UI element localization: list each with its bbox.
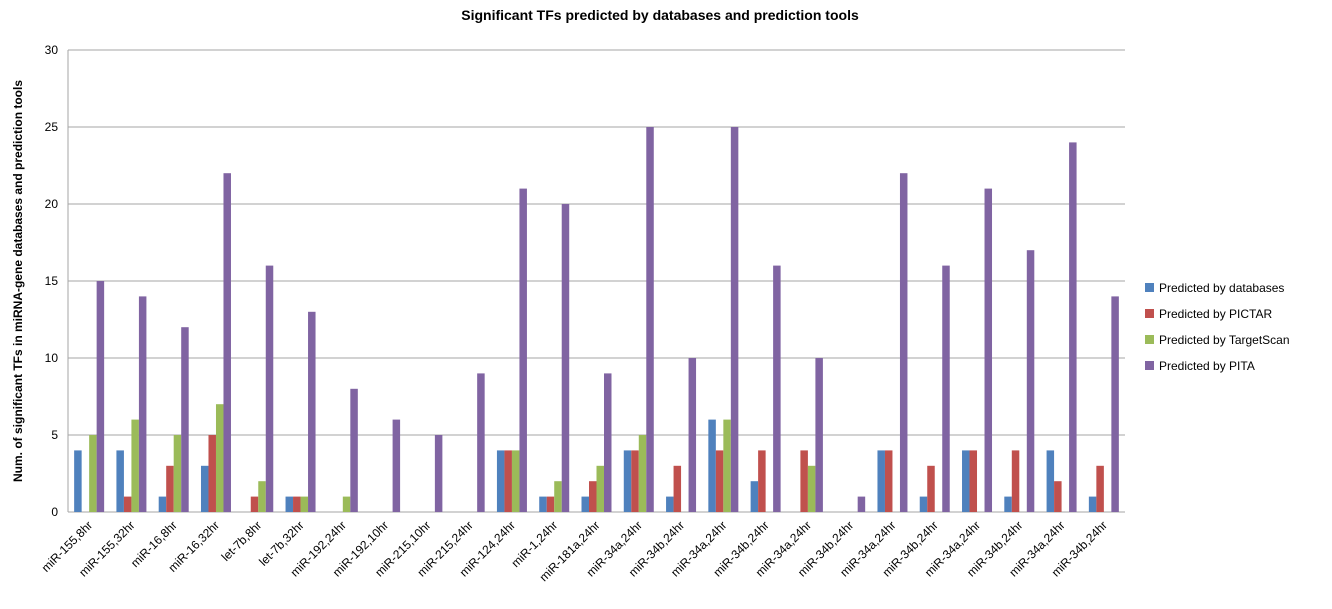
bar: [688, 358, 697, 512]
bar: [350, 388, 358, 512]
bar: [919, 496, 928, 512]
bar: [285, 496, 294, 512]
y-tick-label: 15: [45, 274, 59, 288]
bar: [546, 496, 555, 512]
legend-label: Predicted by PITA: [1159, 359, 1255, 373]
bar: [1046, 450, 1055, 512]
bar: [899, 173, 908, 512]
bar: [1004, 496, 1012, 512]
legend-label: Predicted by databases: [1159, 281, 1284, 295]
bar: [773, 265, 781, 512]
legend-swatch: [1145, 309, 1154, 318]
bar: [927, 465, 935, 512]
bar: [1054, 481, 1062, 512]
legend-label: Predicted by PICTAR: [1159, 307, 1272, 321]
bar: [1011, 450, 1020, 512]
bar: [807, 465, 816, 512]
bar: [173, 435, 182, 512]
bar: [666, 496, 674, 512]
bar: [1069, 142, 1077, 512]
bar: [589, 481, 597, 512]
bar: [215, 404, 224, 512]
bar: [581, 496, 589, 512]
bar: [131, 419, 139, 512]
bar: [123, 496, 132, 512]
y-tick-label: 5: [51, 428, 58, 442]
bar: [265, 265, 274, 512]
bar: [942, 265, 950, 512]
bar: [561, 204, 570, 512]
bar: [166, 465, 174, 512]
bar: [715, 450, 724, 512]
bar: [800, 450, 808, 512]
bar: [758, 450, 766, 512]
bar: [815, 358, 823, 512]
bar: [857, 496, 866, 512]
bar: [1111, 296, 1119, 512]
bar: [623, 450, 632, 512]
bar: [200, 465, 209, 512]
bar: [604, 373, 612, 512]
bar: [308, 311, 316, 512]
legend-swatch: [1145, 335, 1154, 344]
bar: [138, 296, 147, 512]
bar: [1088, 496, 1097, 512]
chart-title: Significant TFs predicted by databases a…: [461, 7, 859, 23]
bar: [1096, 465, 1104, 512]
bar: [646, 127, 654, 512]
bar: [631, 450, 639, 512]
bar: [208, 435, 216, 512]
bar: [477, 373, 485, 512]
y-axis-label: Num. of significant TFs in miRNA-gene da…: [11, 80, 25, 482]
bar: [342, 496, 351, 512]
bar: [877, 450, 885, 512]
bar: [1026, 250, 1035, 512]
bar: [89, 435, 97, 512]
bar: [750, 481, 759, 512]
legend-swatch: [1145, 361, 1154, 370]
bar: [158, 496, 167, 512]
bar: [504, 450, 512, 512]
bar: [723, 419, 731, 512]
bar: [250, 496, 259, 512]
bar: [638, 435, 647, 512]
bar: [258, 481, 266, 512]
legend-swatch: [1145, 283, 1154, 292]
legend-label: Predicted by TargetScan: [1159, 333, 1290, 347]
bar: [884, 450, 893, 512]
bar: [708, 419, 716, 512]
bar: [596, 465, 604, 512]
bar: [223, 173, 231, 512]
bar: [96, 281, 105, 512]
bar: [300, 496, 309, 512]
bar: [673, 465, 682, 512]
bar: [496, 450, 505, 512]
bar: [293, 496, 301, 512]
bar: [519, 188, 527, 512]
y-tick-label: 30: [45, 43, 59, 57]
bar: [74, 450, 82, 512]
y-tick-label: 20: [45, 197, 59, 211]
bar: [434, 435, 443, 512]
bar: [539, 496, 547, 512]
bar: [392, 419, 401, 512]
bar: [181, 327, 189, 512]
bar: [730, 127, 739, 512]
y-tick-label: 0: [51, 505, 58, 519]
bar: [962, 450, 970, 512]
bar: [116, 450, 124, 512]
bar: [554, 481, 562, 512]
y-tick-label: 25: [45, 120, 59, 134]
bar: [984, 188, 993, 512]
bar: [969, 450, 978, 512]
bar: [511, 450, 520, 512]
y-tick-label: 10: [45, 351, 59, 365]
